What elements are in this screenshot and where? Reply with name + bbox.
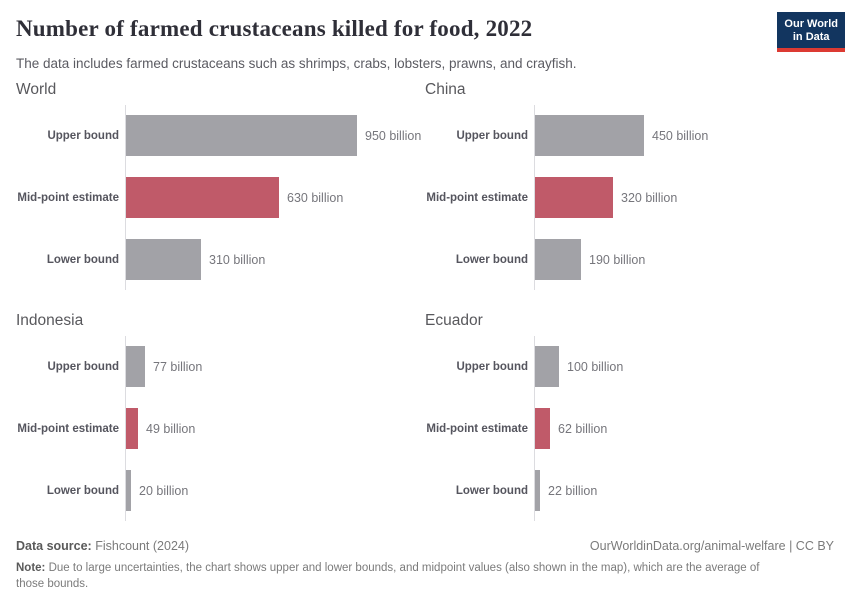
bar-china-upper-bound (535, 115, 644, 156)
panel-china: China Upper bound 450 billion Mid-point est… (425, 80, 834, 290)
category-label-mid-point-estimate: Mid-point estimate (17, 191, 119, 204)
bar-wrap-world-mid-point-estimate: 630 billion (126, 177, 425, 218)
value-label-china-lower-bound: 190 billion (589, 252, 646, 267)
category-label-upper-bound: Upper bound (47, 129, 119, 142)
category-label-upper-bound: Upper bound (456, 360, 528, 373)
bar-wrap-china-lower-bound: 190 billion (535, 239, 834, 280)
bar-row-ecuador-upper-bound: Upper bound 100 billion (425, 346, 834, 387)
bar-row-indonesia-mid-point-estimate: Mid-point estimate 49 billion (16, 408, 425, 449)
category-label-mid-point-estimate: Mid-point estimate (17, 422, 119, 435)
bar-wrap-china-upper-bound: 450 billion (535, 115, 834, 156)
bar-wrap-ecuador-lower-bound: 22 billion (535, 470, 834, 511)
small-multiples-grid: World Upper bound 950 billion Mid-point est… (16, 80, 834, 521)
bar-wrap-indonesia-upper-bound: 77 billion (126, 346, 425, 387)
panel-ecuador: Ecuador Upper bound 100 billion Mid-point e… (425, 311, 834, 521)
chart-header: Number of farmed crustaceans killed for … (0, 0, 850, 72)
category-label-upper-bound: Upper bound (47, 360, 119, 373)
bar-row-china-mid-point-estimate: Mid-point estimate 320 billion (425, 177, 834, 218)
plot-china: Upper bound 450 billion Mid-point estimate… (425, 105, 834, 290)
bar-indonesia-lower-bound (126, 470, 131, 511)
note-text: Due to large uncertainties, the chart sh… (16, 562, 760, 590)
panel-title-china: China (425, 81, 466, 98)
bar-indonesia-mid-point-estimate (126, 408, 138, 449)
chart-note: Note: Due to large uncertainties, the ch… (16, 561, 788, 592)
panel-world: World Upper bound 950 billion Mid-point est… (16, 80, 425, 290)
value-label-indonesia-lower-bound: 20 billion (139, 483, 189, 498)
panel-title-world: World (16, 81, 57, 98)
owid-attribution-link[interactable]: OurWorldinData.org/animal-welfare | CC B… (589, 539, 834, 553)
chart-title: Number of farmed crustaceans killed for … (16, 16, 533, 41)
bar-world-lower-bound (126, 239, 201, 280)
category-label-lower-bound: Lower bound (455, 484, 528, 497)
value-label-ecuador-lower-bound: 22 billion (548, 483, 598, 498)
bar-world-mid-point-estimate (126, 177, 279, 218)
value-label-indonesia-upper-bound: 77 billion (153, 359, 203, 374)
bar-row-world-upper-bound: Upper bound 950 billion (16, 115, 425, 156)
chart-subtitle: The data includes farmed crustaceans suc… (16, 56, 577, 71)
category-label-upper-bound: Upper bound (456, 129, 528, 142)
bar-ecuador-upper-bound (535, 346, 559, 387)
category-label-mid-point-estimate: Mid-point estimate (426, 422, 528, 435)
value-label-ecuador-mid-point-estimate: 62 billion (558, 421, 608, 436)
category-label-mid-point-estimate: Mid-point estimate (426, 191, 528, 204)
bar-row-world-mid-point-estimate: Mid-point estimate 630 billion (16, 177, 425, 218)
bar-china-mid-point-estimate (535, 177, 613, 218)
bar-row-china-upper-bound: Upper bound 450 billion (425, 115, 834, 156)
category-label-lower-bound: Lower bound (455, 253, 528, 266)
bar-row-china-lower-bound: Lower bound 190 billion (425, 239, 834, 280)
bar-wrap-china-mid-point-estimate: 320 billion (535, 177, 834, 218)
bar-wrap-world-upper-bound: 950 billion (126, 115, 425, 156)
plot-indonesia: Upper bound 77 billion Mid-point estimate 4… (16, 336, 425, 521)
value-label-indonesia-mid-point-estimate: 49 billion (146, 421, 196, 436)
bar-wrap-indonesia-lower-bound: 20 billion (126, 470, 425, 511)
bar-wrap-ecuador-upper-bound: 100 billion (535, 346, 834, 387)
bar-row-ecuador-mid-point-estimate: Mid-point estimate 62 billion (425, 408, 834, 449)
bar-wrap-ecuador-mid-point-estimate: 62 billion (535, 408, 834, 449)
value-label-world-lower-bound: 310 billion (209, 252, 266, 267)
value-label-china-upper-bound: 450 billion (652, 128, 709, 143)
panel-indonesia: Indonesia Upper bound 77 billion Mid-point … (16, 311, 425, 521)
plot-world: Upper bound 950 billion Mid-point estimate… (16, 105, 425, 290)
bar-row-indonesia-upper-bound: Upper bound 77 billion (16, 346, 425, 387)
owid-logo[interactable]: Our World in Data (777, 12, 845, 52)
value-label-world-mid-point-estimate: 630 billion (287, 190, 344, 205)
bar-ecuador-lower-bound (535, 470, 540, 511)
bar-row-ecuador-lower-bound: Lower bound 22 billion (425, 470, 834, 511)
bar-row-world-lower-bound: Lower bound 310 billion (16, 239, 425, 280)
data-source-label: Data source: (16, 539, 92, 553)
data-source-line: Data source: Fishcount (2024) (16, 539, 189, 554)
bar-wrap-indonesia-mid-point-estimate: 49 billion (126, 408, 425, 449)
category-label-lower-bound: Lower bound (46, 484, 119, 497)
owid-logo-line2: in Data (792, 31, 830, 43)
bar-indonesia-upper-bound (126, 346, 145, 387)
owid-logo-line1: Our World (784, 18, 838, 30)
bar-china-lower-bound (535, 239, 581, 280)
data-source-value: Fishcount (2024) (91, 539, 190, 553)
value-label-world-upper-bound: 950 billion (365, 128, 422, 143)
value-label-china-mid-point-estimate: 320 billion (621, 190, 678, 205)
bar-row-indonesia-lower-bound: Lower bound 20 billion (16, 470, 425, 511)
panel-title-indonesia: Indonesia (16, 312, 84, 329)
value-label-ecuador-upper-bound: 100 billion (567, 359, 624, 374)
bar-ecuador-mid-point-estimate (535, 408, 550, 449)
panel-title-ecuador: Ecuador (425, 312, 483, 329)
note-label: Note: (16, 562, 46, 574)
plot-ecuador: Upper bound 100 billion Mid-point estimate… (425, 336, 834, 521)
bar-wrap-world-lower-bound: 310 billion (126, 239, 425, 280)
category-label-lower-bound: Lower bound (46, 253, 119, 266)
chart-footer: Data source: Fishcount (2024) OurWorldin… (16, 539, 834, 592)
bar-world-upper-bound (126, 115, 357, 156)
